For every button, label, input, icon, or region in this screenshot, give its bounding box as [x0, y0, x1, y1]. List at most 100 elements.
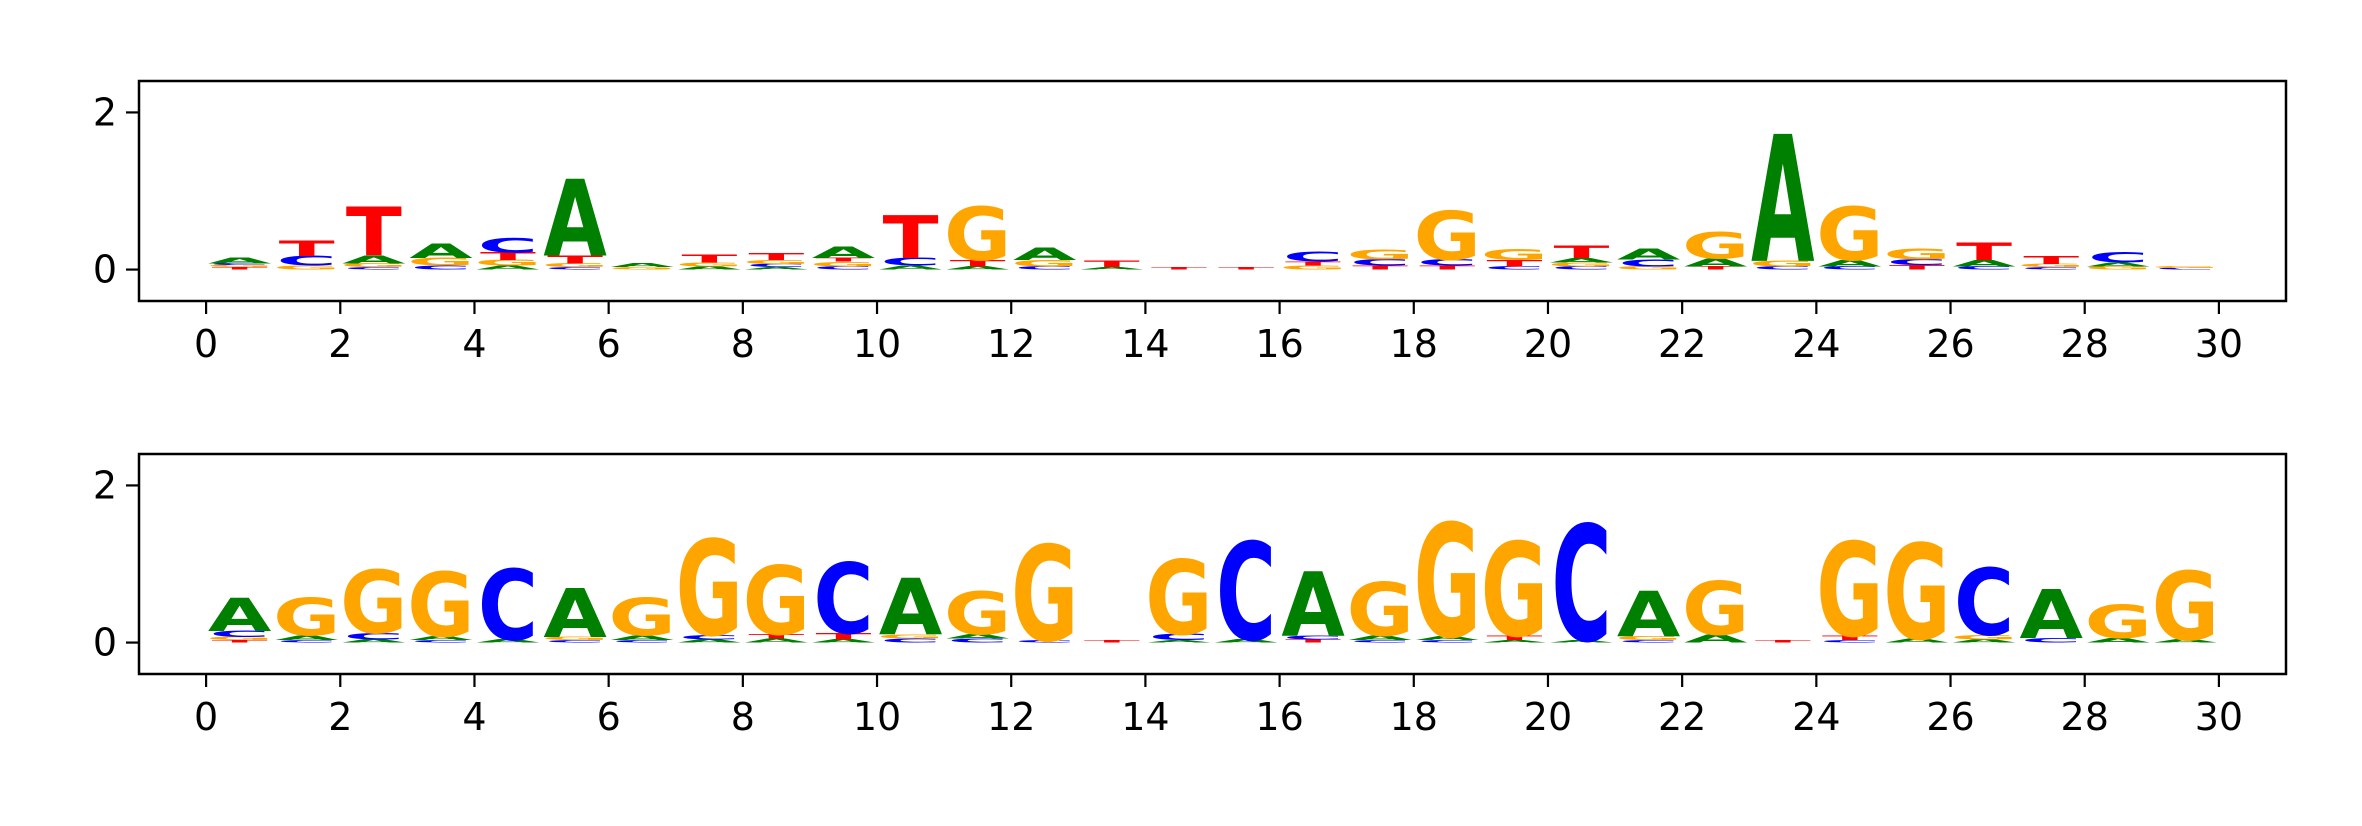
logo-letter-a: A: [476, 265, 540, 271]
logo-letter-t: T: [1688, 266, 1744, 271]
x-tick-label: 16: [1255, 695, 1303, 739]
logo-letter-c: C: [948, 638, 1008, 644]
x-tick-label: 2: [328, 322, 352, 366]
logo-letter-t: T: [2023, 254, 2079, 267]
logo-letter-g: G: [2152, 552, 2219, 662]
y-tick-label: 0: [93, 621, 117, 665]
x-tick-label: 30: [2195, 695, 2243, 739]
logo-letter-a: A: [409, 635, 473, 641]
logo-letter-t: T: [681, 253, 737, 266]
logo-letter-a: A: [1013, 244, 1077, 264]
logo-letter-c: C: [545, 267, 605, 271]
logo-letter-t: T: [212, 267, 269, 271]
logo-letter-g: G: [541, 262, 608, 268]
x-tick-label: 12: [987, 322, 1035, 366]
logo-letter-c: C: [478, 551, 538, 663]
x-tick-label: 18: [1390, 322, 1438, 366]
logo-letter-g: G: [206, 264, 273, 268]
x-tick-label: 24: [1792, 322, 1840, 366]
logo-letter-t: T: [1218, 267, 1275, 271]
logo-letter-t: T: [1755, 640, 1812, 644]
logo-letter-a: A: [208, 256, 271, 265]
logo-letter-c: C: [813, 266, 873, 271]
logo-letter-g: G: [474, 259, 541, 268]
logo-letter-g: G: [743, 546, 810, 656]
logo-letter-a: A: [1483, 640, 1547, 644]
logo-letter-t: T: [1486, 258, 1542, 268]
logo-letter-c: C: [1887, 258, 1947, 267]
logo-letter-c: C: [880, 638, 940, 644]
logo-letter-g: G: [340, 553, 407, 653]
logo-letter-t: T: [1084, 259, 1140, 269]
logo-letter-g: G: [407, 256, 474, 269]
logo-letter-c: C: [277, 640, 337, 644]
logo-letter-g: G: [273, 588, 340, 648]
logo-letter-c: C: [1954, 550, 2014, 656]
logo-letter-g: G: [676, 261, 743, 267]
logo-letter-c: C: [1350, 640, 1410, 644]
logo-letter-a: A: [1349, 634, 1412, 642]
logo-letter-g: G: [1548, 261, 1615, 267]
y-tick-label: 2: [93, 463, 117, 507]
logo-letter-g: G: [609, 267, 676, 271]
logo-letter-c: C: [1417, 258, 1477, 268]
logo-letter-a: A: [543, 575, 607, 653]
logo-letter-c: C: [277, 254, 337, 269]
x-tick-label: 22: [1658, 695, 1706, 739]
logo-letter-g: G: [1615, 635, 1682, 641]
logo-letter-g: G: [1279, 265, 1346, 271]
logo-letter-a: A: [342, 639, 406, 644]
logo-letter-g: G: [1816, 516, 1883, 666]
x-tick-label: 14: [1121, 695, 1169, 739]
logo-letter-g: G: [407, 555, 474, 658]
logo-letter-g: G: [877, 634, 944, 640]
logo-letter-a: A: [1214, 639, 1278, 644]
logo-letter-a: A: [1684, 633, 1747, 646]
logo-letter-t: T: [1285, 261, 1341, 267]
logo-letter-a: A: [946, 266, 1010, 271]
logo-letter-c: C: [1015, 266, 1075, 271]
logo-letter-c: C: [344, 631, 404, 641]
logo-letter-a: A: [409, 240, 472, 262]
x-tick-label: 26: [1926, 322, 1974, 366]
logo-letter-g: G: [1682, 568, 1749, 653]
logo-letter-c: C: [478, 235, 538, 257]
x-tick-label: 14: [1121, 322, 1169, 366]
logo-letter-g: G: [2085, 266, 2152, 271]
logo-letter-c: C: [1619, 640, 1679, 644]
logo-letter-a: A: [946, 633, 1009, 641]
logo-letter-a: A: [1147, 640, 1211, 644]
logo-letter-g: G: [1481, 516, 1548, 666]
logo-letter-a: A: [1818, 258, 1881, 268]
logo-letter-t: T: [1151, 267, 1208, 271]
logo-letter-a: A: [678, 266, 742, 271]
logo-letter-c: C: [1551, 266, 1611, 271]
logo-letter-g: G: [541, 636, 608, 641]
logo-letter-g: G: [1414, 198, 1481, 276]
logo-letter-t: T: [748, 633, 804, 641]
logo-letter-g: G: [1749, 259, 1816, 268]
logo-letter-c: C: [880, 256, 940, 269]
logo-letter-c: C: [1484, 266, 1544, 271]
logo-letter-a: A: [678, 639, 742, 644]
logo-letter-c: C: [210, 629, 270, 639]
x-tick-label: 18: [1390, 695, 1438, 739]
logo-letter-c: C: [1753, 266, 1813, 271]
logo-letter-g: G: [2018, 263, 2085, 268]
logo-letter-g: G: [676, 512, 743, 666]
logo-letter-c: C: [344, 267, 404, 271]
logo-letter-a: A: [610, 262, 674, 268]
logo-letter-c: C: [1149, 632, 1209, 642]
logo-letter-c: C: [1954, 266, 2014, 271]
logo-letter-t: T: [346, 194, 402, 272]
x-tick-label: 20: [1524, 322, 1572, 366]
x-tick-label: 6: [597, 322, 621, 366]
logo-letter-g: G: [1481, 246, 1548, 264]
logo-letter-g: G: [944, 193, 1011, 278]
logo-letter-a: A: [543, 158, 606, 281]
x-tick-label: 2: [328, 695, 352, 739]
axes-frame: [137, 79, 2288, 303]
